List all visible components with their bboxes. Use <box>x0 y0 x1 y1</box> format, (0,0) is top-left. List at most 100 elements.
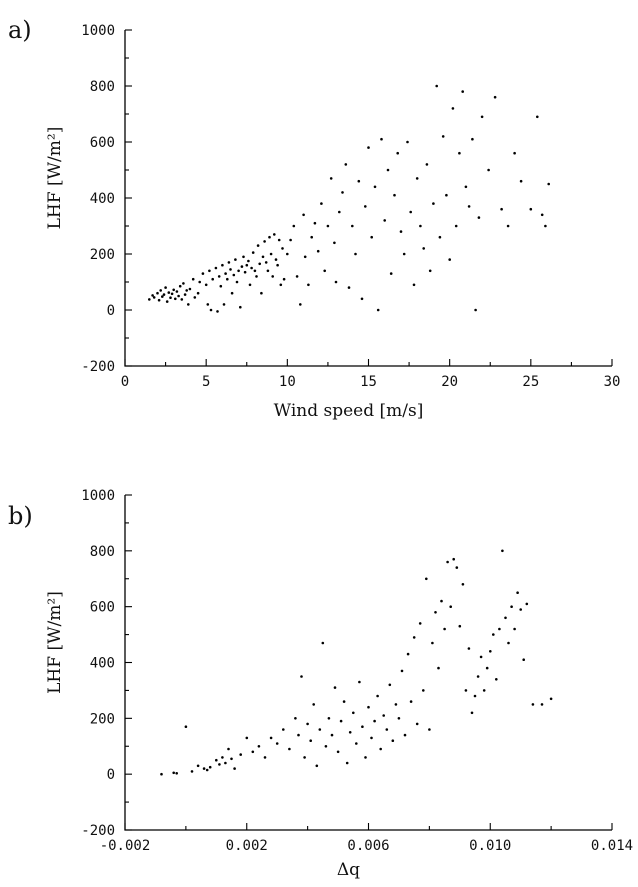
data-point <box>373 719 376 723</box>
data-point <box>400 669 404 673</box>
data-point <box>370 736 373 740</box>
data-point <box>361 725 364 728</box>
data-point <box>215 758 218 762</box>
data-point <box>269 252 273 256</box>
data-point <box>393 193 396 197</box>
data-point <box>382 714 386 717</box>
data-point <box>214 266 218 270</box>
panel-label: a) <box>8 16 32 44</box>
data-point <box>428 269 432 273</box>
data-point <box>498 627 501 631</box>
data-point <box>175 772 178 775</box>
data-point <box>292 224 296 228</box>
data-point <box>419 224 422 228</box>
data-point <box>286 252 289 256</box>
data-point <box>222 303 226 306</box>
data-point <box>549 697 553 701</box>
data-point <box>467 647 471 650</box>
data-point <box>504 616 507 620</box>
data-point <box>160 772 163 776</box>
data-point <box>326 224 330 228</box>
data-point <box>476 675 480 678</box>
data-point <box>188 287 192 291</box>
data-point <box>519 179 523 183</box>
data-point <box>224 761 227 765</box>
data-point <box>239 305 242 309</box>
data-point <box>547 182 550 186</box>
data-point <box>415 722 419 726</box>
data-point <box>208 269 211 273</box>
x-tick-label: 0.014 <box>591 838 633 854</box>
data-point <box>191 277 195 281</box>
axis-lines <box>124 495 612 831</box>
data-point <box>263 240 266 243</box>
data-point <box>208 765 212 769</box>
x-tick-label: 0 <box>121 374 129 390</box>
data-point <box>358 680 361 684</box>
data-point <box>177 294 180 298</box>
data-point <box>187 303 190 306</box>
data-point <box>185 289 188 292</box>
data-point <box>248 283 252 287</box>
data-point <box>364 756 367 759</box>
data-point <box>295 275 299 278</box>
data-point <box>386 168 390 172</box>
data-point <box>269 736 273 740</box>
chart-panel-b: b) -200 0 200 400 600 800 1000 -0.002 0.002 0.006 0… <box>8 488 633 880</box>
data-point <box>312 703 316 706</box>
data-point <box>196 764 200 768</box>
data-point <box>461 583 465 586</box>
y-tick-label: 800 <box>90 79 115 95</box>
data-point <box>190 770 194 773</box>
data-point <box>230 291 234 295</box>
data-point <box>309 739 313 742</box>
axis-lines <box>124 30 612 367</box>
data-point <box>193 296 197 299</box>
data-point <box>464 185 468 189</box>
data-point <box>388 683 392 687</box>
x-tick-label: 15 <box>360 374 377 390</box>
data-point <box>339 719 343 723</box>
data-point <box>519 608 522 611</box>
data-point <box>471 137 474 141</box>
data-point <box>513 627 516 631</box>
data-point <box>473 694 477 698</box>
data-point <box>240 265 244 268</box>
data-point <box>243 270 247 274</box>
data-point <box>151 294 154 297</box>
data-point <box>336 750 340 754</box>
data-point <box>482 689 486 692</box>
y-tick-label: 600 <box>90 135 115 151</box>
data-point <box>263 756 267 759</box>
data-point <box>324 745 328 748</box>
data-point <box>493 95 497 99</box>
data-point <box>540 213 544 217</box>
data-point <box>438 235 442 239</box>
data-point <box>487 168 490 172</box>
data-point <box>221 756 224 759</box>
panel-label: b) <box>8 502 33 530</box>
data-point <box>355 742 358 745</box>
data-point <box>448 258 452 261</box>
x-axis-label: Δq <box>337 860 360 880</box>
data-point <box>170 292 174 296</box>
data-point <box>431 641 434 645</box>
data-point <box>379 747 383 751</box>
data-point <box>467 205 471 208</box>
data-point <box>172 288 175 292</box>
data-point <box>422 689 425 692</box>
data-point <box>242 255 245 259</box>
data-point <box>540 703 544 706</box>
y-tick-label: 400 <box>90 191 115 207</box>
data-point <box>425 163 429 166</box>
data-point <box>315 764 319 768</box>
data-point <box>182 282 185 285</box>
data-point <box>253 269 257 273</box>
y-tick-label: 0 <box>107 767 115 783</box>
data-point <box>217 275 221 278</box>
data-point <box>196 291 200 295</box>
data-point <box>513 151 516 155</box>
data-point <box>333 686 337 689</box>
data-point <box>164 286 167 289</box>
data-point <box>352 711 355 715</box>
